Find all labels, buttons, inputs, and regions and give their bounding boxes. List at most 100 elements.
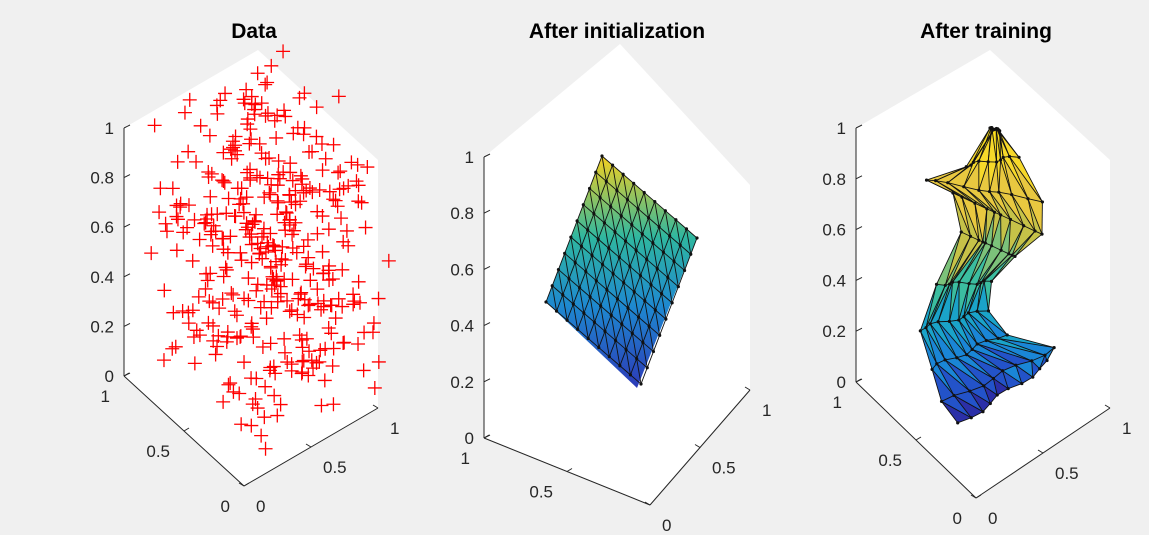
data-point <box>310 296 325 311</box>
mesh-edge <box>963 162 974 187</box>
data-point <box>297 86 312 101</box>
z-tick-label: 0.6 <box>822 221 846 240</box>
data-point <box>328 193 343 208</box>
data-point <box>244 371 259 386</box>
mesh-edge <box>663 252 669 278</box>
data-point <box>367 380 382 395</box>
mesh-edge <box>959 281 970 285</box>
mesh-node <box>989 244 994 248</box>
mesh-edge <box>937 282 953 322</box>
mesh-edge <box>617 298 629 309</box>
mesh-node <box>986 160 990 164</box>
data-point <box>257 294 272 309</box>
mesh-edge <box>953 395 984 413</box>
mesh-edge <box>609 356 621 367</box>
mesh-node <box>986 309 991 313</box>
mesh-edge <box>593 213 605 224</box>
data-point <box>165 341 180 356</box>
mesh-node <box>695 236 699 240</box>
data-point <box>252 246 267 261</box>
mesh-edge <box>545 285 553 303</box>
mesh-edge <box>1011 194 1025 226</box>
mesh-edge <box>976 310 999 339</box>
mesh-edge <box>1031 360 1034 378</box>
mesh-node <box>663 209 667 213</box>
mesh-edge <box>947 162 974 184</box>
mesh-edge <box>568 278 580 289</box>
mesh-edge <box>997 334 1008 339</box>
data-point <box>248 207 263 222</box>
data-point <box>316 293 331 308</box>
mesh-edge <box>961 196 976 204</box>
y-tick-label: 1 <box>762 401 771 420</box>
surface-face <box>958 320 978 350</box>
data-point <box>233 245 248 260</box>
x-tick-mark <box>566 468 573 472</box>
mesh-edge <box>956 357 994 379</box>
mesh-edge <box>551 285 564 296</box>
mesh-edge <box>621 307 629 325</box>
mesh-edge <box>646 258 658 269</box>
data-point <box>234 417 249 432</box>
mesh-edge <box>566 303 574 321</box>
mesh-edge <box>636 358 648 369</box>
mesh-edge <box>966 354 994 379</box>
data-point <box>326 341 341 356</box>
mesh-edge <box>931 369 955 396</box>
mesh-edge <box>625 349 637 360</box>
mesh-edge <box>961 197 971 237</box>
mesh-edge <box>983 254 1013 282</box>
mesh-edge <box>948 282 954 322</box>
data-point <box>279 205 294 220</box>
mesh-node <box>581 203 585 207</box>
mesh-node <box>973 201 977 205</box>
data-point <box>193 118 208 133</box>
mesh-edge <box>593 213 599 240</box>
data-point <box>358 220 373 235</box>
mesh-node <box>579 244 584 248</box>
data-point <box>260 106 275 121</box>
data-point <box>203 227 218 242</box>
data-point <box>241 271 256 286</box>
surface-face <box>932 369 954 402</box>
mesh-edge <box>679 244 692 255</box>
mesh-node <box>582 311 586 315</box>
data-point <box>271 195 286 210</box>
mesh-edge <box>642 233 654 244</box>
data-point <box>250 277 265 292</box>
mesh-edge <box>585 255 593 272</box>
mesh-node <box>563 251 567 255</box>
mesh-edge <box>633 183 639 209</box>
x-tick-label: 0.5 <box>146 442 170 461</box>
mesh-node <box>604 179 608 183</box>
mesh-node <box>971 160 975 164</box>
data-point <box>244 132 259 147</box>
surface-face <box>966 349 1003 371</box>
mesh-edge <box>640 259 648 276</box>
mesh-node <box>995 393 999 397</box>
mesh-node <box>1014 363 1018 367</box>
data-point <box>208 347 223 362</box>
mesh-edge <box>671 286 679 304</box>
mesh-node <box>1001 155 1005 159</box>
mesh-node <box>984 338 988 343</box>
mesh-edge <box>635 233 643 251</box>
mesh-node <box>561 293 565 297</box>
mesh-edge <box>925 284 937 328</box>
mesh-edge <box>978 161 989 191</box>
data-point <box>206 333 221 348</box>
mesh-edge <box>1011 225 1025 256</box>
surface-face <box>996 160 1001 193</box>
mesh-node <box>623 239 628 243</box>
mesh-edge <box>568 278 574 305</box>
mesh-edge <box>949 321 973 350</box>
surface-face <box>977 311 1008 339</box>
data-point <box>260 235 275 250</box>
x-tick-mark <box>123 372 130 377</box>
z-tick-label: 0.8 <box>450 204 474 223</box>
mesh-node <box>1010 193 1014 197</box>
data-point <box>254 96 269 111</box>
mesh-edge <box>1039 355 1046 369</box>
mesh-node <box>544 300 548 304</box>
surface-face <box>972 349 1016 371</box>
